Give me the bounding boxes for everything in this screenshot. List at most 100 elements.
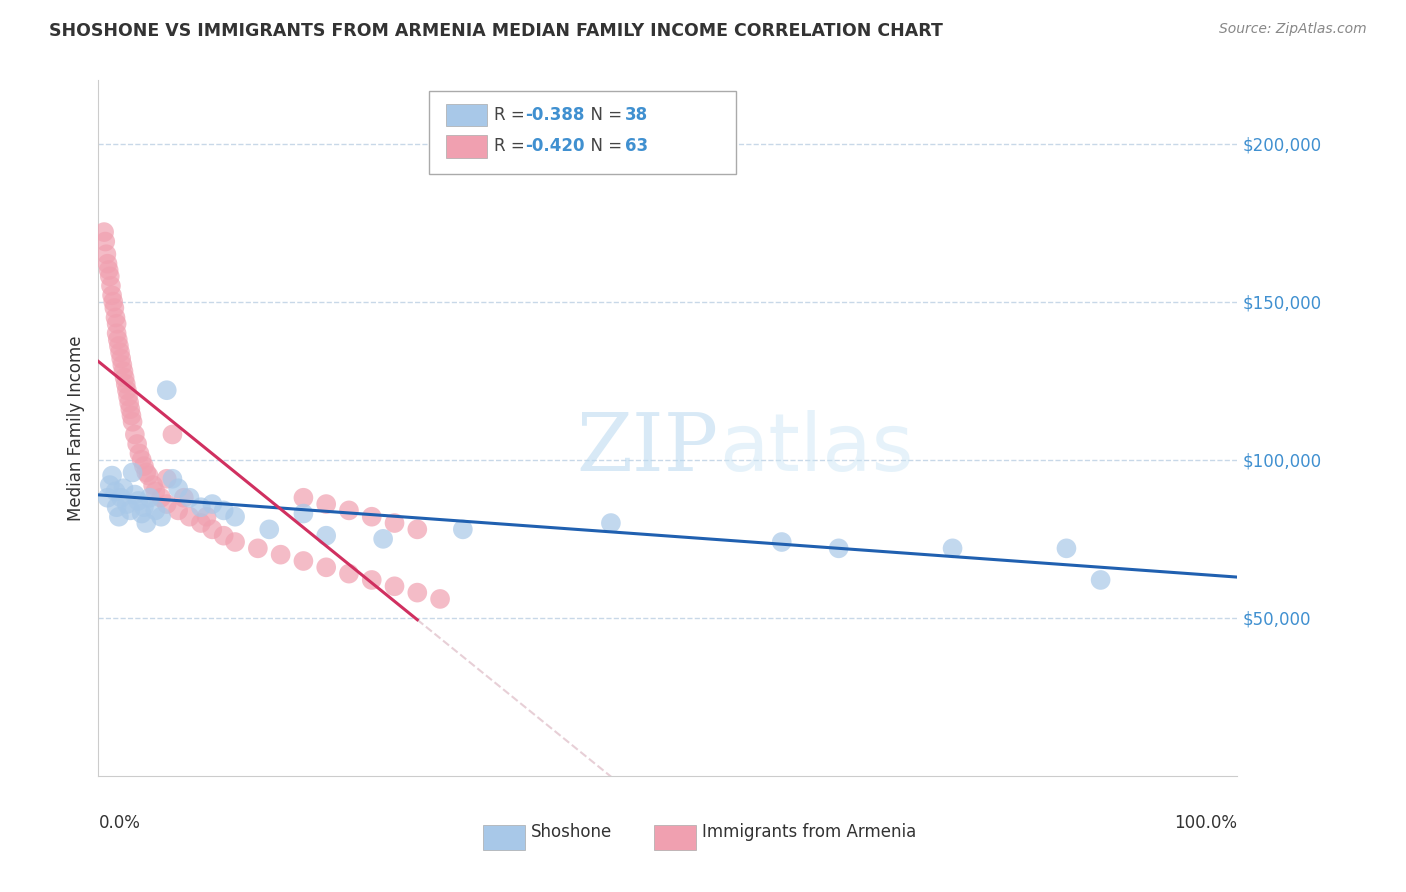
Text: ZIP: ZIP [576,410,718,488]
Point [384,579,406,593]
Point [135,466,157,480]
Point [94,235,117,249]
Point [201,522,224,536]
Point [135,516,157,530]
Text: N =: N = [581,106,627,124]
FancyBboxPatch shape [446,104,486,126]
Point [942,541,965,556]
Point [150,509,173,524]
Point [118,396,141,410]
Point [104,310,127,325]
Point [315,497,337,511]
Point [112,481,135,495]
Point [110,351,132,366]
Point [173,491,195,505]
FancyBboxPatch shape [654,825,696,850]
Point [292,554,315,568]
Point [145,484,167,499]
Point [429,591,451,606]
Point [259,522,281,536]
Point [384,516,406,530]
Point [162,472,184,486]
Point [179,491,201,505]
Point [93,225,115,239]
Point [117,390,139,404]
Point [270,548,292,562]
Point [337,566,360,581]
Text: -0.420: -0.420 [526,137,585,155]
Point [103,301,125,315]
Point [406,522,429,536]
Point [96,247,118,261]
Point [150,491,173,505]
Point [127,494,149,508]
Point [315,560,337,574]
Text: R =: R = [494,106,530,124]
Point [120,503,142,517]
Point [121,415,143,429]
Point [1054,541,1078,556]
Point [121,466,143,480]
Point [246,541,269,556]
Point [406,585,429,599]
Text: N =: N = [581,137,627,155]
Text: atlas: atlas [718,410,914,488]
Point [371,532,394,546]
Point [127,437,149,451]
Text: Immigrants from Armenia: Immigrants from Armenia [702,823,917,841]
Point [114,370,136,384]
Point [105,500,128,515]
Point [108,345,131,359]
Point [195,509,218,524]
Point [138,468,160,483]
Point [105,317,128,331]
Text: 100.0%: 100.0% [1174,814,1237,832]
Text: 63: 63 [624,137,648,155]
Point [451,522,474,536]
Point [179,509,201,524]
Point [97,263,120,277]
Text: 38: 38 [624,106,648,124]
Point [115,497,138,511]
FancyBboxPatch shape [429,91,737,174]
Point [124,487,146,501]
Point [145,503,167,517]
Point [114,376,136,391]
Point [600,516,623,530]
Point [292,491,315,505]
Point [190,516,212,530]
Point [292,507,315,521]
Point [98,269,121,284]
Point [111,358,134,372]
Point [190,500,212,515]
Point [212,529,235,543]
Point [115,383,138,397]
Point [224,535,246,549]
Point [110,491,132,505]
Text: -0.388: -0.388 [526,106,585,124]
Point [142,478,165,492]
Point [360,573,382,587]
Text: 0.0%: 0.0% [98,814,141,832]
Point [167,503,190,517]
Point [96,491,118,505]
Point [131,507,153,521]
Text: Source: ZipAtlas.com: Source: ZipAtlas.com [1219,22,1367,37]
Point [124,427,146,442]
Point [201,497,224,511]
Y-axis label: Median Family Income: Median Family Income [66,335,84,521]
Point [101,288,124,302]
Point [105,326,128,341]
Text: SHOSHONE VS IMMIGRANTS FROM ARMENIA MEDIAN FAMILY INCOME CORRELATION CHART: SHOSHONE VS IMMIGRANTS FROM ARMENIA MEDI… [49,22,943,40]
Point [156,497,179,511]
Point [120,409,142,423]
Point [162,427,184,442]
Point [828,541,851,556]
Point [138,491,160,505]
Point [224,509,246,524]
Point [132,459,155,474]
Point [315,529,337,543]
FancyBboxPatch shape [484,825,526,850]
Point [360,509,382,524]
Point [167,481,190,495]
